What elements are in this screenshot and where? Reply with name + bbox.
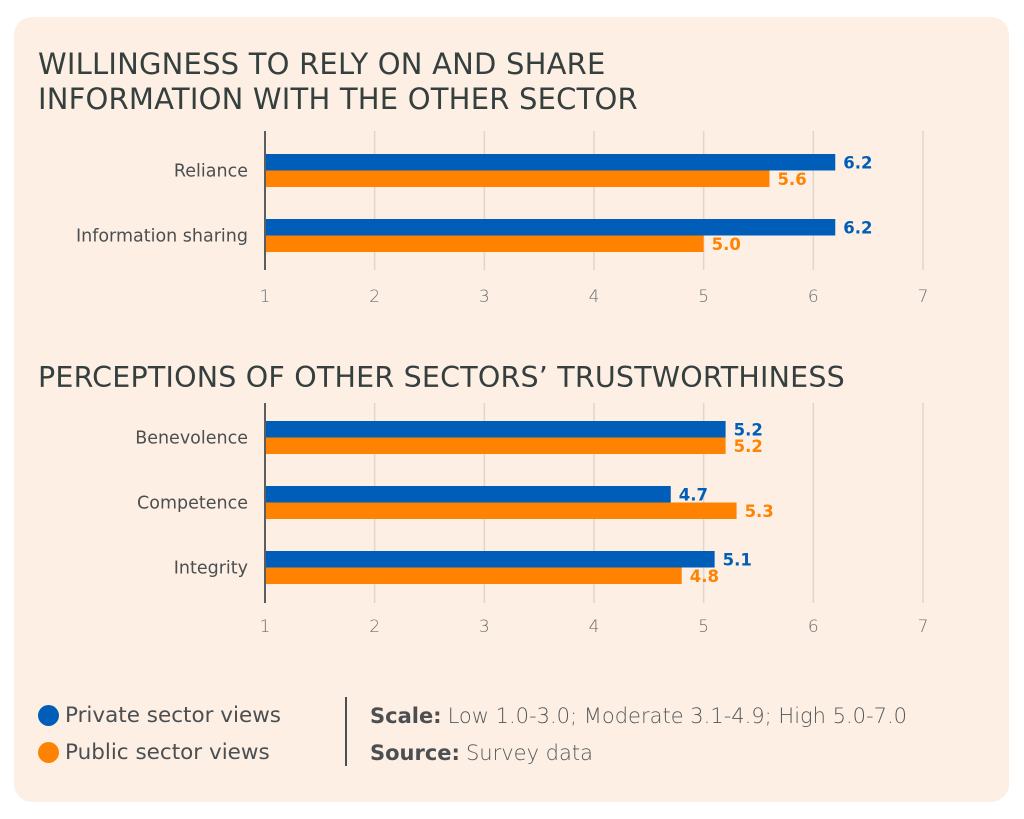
bar-private: [265, 486, 671, 503]
x-tick-label: 2: [369, 287, 380, 307]
value-label-private: 6.2: [843, 154, 872, 173]
x-tick-label: 6: [808, 617, 819, 637]
value-label-private: 5.2: [734, 421, 763, 440]
x-tick-label: 4: [589, 287, 600, 307]
x-tick-label: 7: [918, 617, 929, 637]
value-label-public: 5.6: [777, 170, 806, 189]
bar-public: [265, 235, 704, 252]
x-tick-label: 3: [479, 617, 490, 637]
chart1-title: WILLINGNESS TO RELY ON AND SHARE INFORMA…: [38, 47, 638, 116]
x-tick-label: 7: [918, 287, 929, 307]
source-label: Source:: [370, 740, 460, 765]
bar-private: [265, 551, 715, 568]
legend-dot-private-icon: [38, 705, 59, 726]
value-label-public: 5.3: [745, 502, 774, 521]
chart-willingness: 1 2 3 4 5 6 7 Reliance 6.2 5.6 Information sharing…: [76, 131, 929, 307]
legend-label-private: Private sector views: [65, 703, 282, 728]
chart-trustworthiness: 1 2 3 4 5 6 7 Benevolence 5.25.2 Competence 4.7 5.3…: [135, 403, 929, 637]
x-tick-label: 2: [369, 617, 380, 637]
legend-divider: [345, 697, 347, 766]
value-label-public: 5.2: [734, 437, 763, 456]
bar-public: [265, 170, 770, 187]
bar-private: [265, 219, 836, 236]
x-tick-label: 1: [260, 617, 271, 637]
source-note: Source: Survey data: [370, 734, 907, 771]
x-tick-label: 1: [260, 287, 271, 307]
legend-item-public: Public sector views: [38, 734, 281, 771]
bar-public: [265, 437, 726, 454]
value-label-private: 6.2: [843, 219, 872, 238]
legend-item-private: Private sector views: [38, 697, 281, 734]
value-label-private: 4.7: [679, 486, 708, 505]
category-label: Benevolence: [135, 429, 248, 449]
x-tick-label: 5: [698, 617, 709, 637]
scale-note: Scale: Low 1.0-3.0; Moderate 3.1-4.9; Hi…: [370, 697, 907, 734]
infographic-card: [14, 17, 1009, 802]
bar-private: [265, 154, 836, 171]
scale-text: Low 1.0-3.0; Moderate 3.1-4.9; High 5.0-…: [447, 703, 907, 728]
source-text: Survey data: [465, 740, 593, 765]
category-label: Competence: [137, 494, 248, 514]
x-tick-label: 3: [479, 287, 490, 307]
category-label: Reliance: [174, 162, 248, 182]
bar-public: [265, 502, 737, 519]
notes: Scale: Low 1.0-3.0; Moderate 3.1-4.9; Hi…: [370, 697, 907, 771]
value-label-private: 5.1: [723, 551, 752, 570]
value-label-public: 4.8: [690, 567, 719, 586]
legend-label-public: Public sector views: [65, 740, 270, 765]
chart2-title: PERCEPTIONS OF OTHER SECTORS’ TRUSTWORTH…: [38, 361, 845, 394]
x-tick-label: 5: [698, 287, 709, 307]
legend: Private sector views Public sector views: [38, 697, 281, 771]
scale-label: Scale:: [370, 703, 442, 728]
x-tick-label: 6: [808, 287, 819, 307]
value-label-public: 5.0: [712, 235, 741, 254]
legend-dot-public-icon: [38, 742, 59, 763]
category-label: Integrity: [174, 559, 248, 579]
x-tick-label: 4: [589, 617, 600, 637]
bar-private: [265, 421, 726, 438]
category-label: Information sharing: [76, 227, 248, 247]
bar-public: [265, 567, 682, 584]
